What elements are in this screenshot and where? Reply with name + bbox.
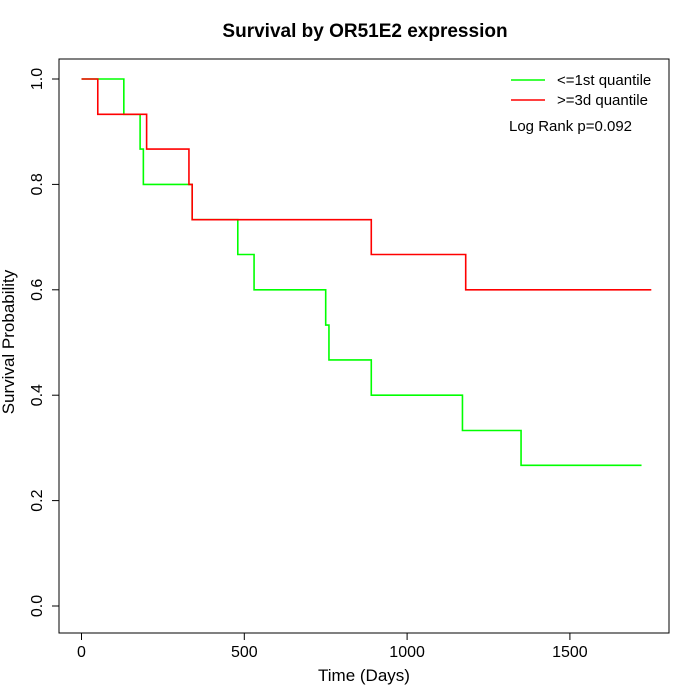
series-line-2 [81,78,652,291]
legend-label-2: >=3d quantile [557,92,648,109]
legend-label-1: <=1st quantile [557,72,651,89]
x-tick-label: 1000 [389,644,425,661]
x-axis-label: Time (Days) [318,666,410,685]
x-tick-label: 1500 [552,644,588,661]
y-tick-label: 0.2 [29,489,46,511]
y-tick-label: 0.6 [29,279,46,301]
y-axis: 0.0 0.2 0.4 0.6 0.8 1.0 [29,68,60,617]
y-tick-label: 1.0 [29,68,46,90]
plot-frame [58,58,670,634]
series-layer [81,78,652,467]
x-axis: 0 500 1000 1500 [77,632,588,661]
y-axis-label: Survival Probability [0,269,18,414]
log-rank-annotation: Log Rank p=0.092 [509,118,632,135]
y-tick-label: 0.8 [29,173,46,195]
x-tick-label: 500 [231,644,258,661]
y-tick-label: 0.4 [29,384,46,406]
chart-title: Survival by OR51E2 expression [222,21,507,42]
x-tick-label: 0 [77,644,86,661]
y-tick-label: 0.0 [29,595,46,617]
series-line-1 [81,78,642,467]
legend: <=1st quantile >=3d quantile [511,72,651,109]
